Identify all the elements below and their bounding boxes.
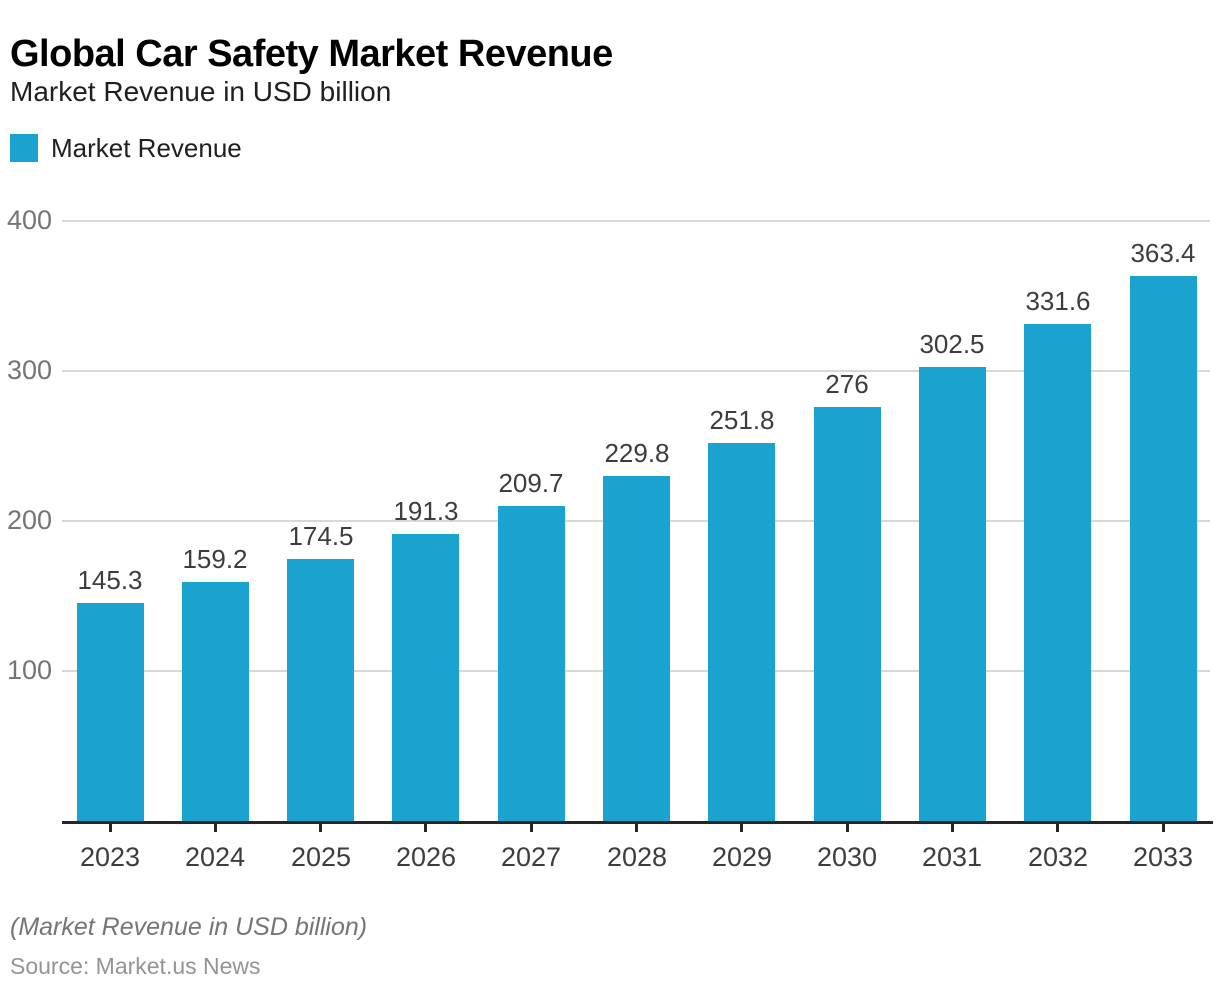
- chart-title: Global Car Safety Market Revenue: [10, 33, 613, 76]
- x-axis-tick-label: 2033: [1132, 842, 1194, 872]
- x-axis-tick-label: 2026: [395, 842, 457, 872]
- x-axis-tick: [319, 824, 322, 832]
- x-axis-tick: [109, 824, 112, 832]
- x-axis-tick: [846, 824, 849, 832]
- x-axis-tick: [635, 824, 638, 832]
- bar-2025[interactable]: [287, 559, 354, 821]
- x-axis-tick-label: 2023: [79, 842, 141, 872]
- x-axis-tick-label: 2032: [1027, 842, 1089, 872]
- bar-2026[interactable]: [392, 534, 459, 821]
- bar-value-label: 302.5: [919, 329, 985, 359]
- bar-2028[interactable]: [603, 476, 670, 821]
- x-axis-tick-label: 2024: [184, 842, 246, 872]
- x-axis-tick-label: 2031: [921, 842, 983, 872]
- bar-2027[interactable]: [498, 506, 565, 821]
- y-axis-tick-label: 300: [6, 355, 52, 385]
- bar-2032[interactable]: [1024, 324, 1091, 821]
- chart-source: Source: Market.us News: [10, 953, 261, 979]
- chart-subtitle: Market Revenue in USD billion: [10, 76, 392, 107]
- bar-2029[interactable]: [708, 443, 775, 821]
- legend-item[interactable]: Market Revenue: [10, 134, 242, 162]
- x-axis-tick: [424, 824, 427, 832]
- x-axis-tick-label: 2027: [500, 842, 562, 872]
- gridline: [62, 220, 1210, 222]
- bar-2023[interactable]: [77, 603, 144, 821]
- x-axis-tick: [740, 824, 743, 832]
- bar-value-label: 276: [825, 369, 869, 399]
- legend-swatch-icon: [10, 134, 38, 162]
- y-axis-tick-label: 400: [6, 205, 52, 235]
- bar-value-label: 331.6: [1025, 286, 1091, 316]
- bar-value-label: 251.8: [709, 405, 775, 435]
- bar-2031[interactable]: [919, 367, 986, 821]
- bar-value-label: 363.4: [1130, 238, 1196, 268]
- x-axis-tick: [1162, 824, 1165, 832]
- bar-value-label: 229.8: [604, 438, 670, 468]
- x-axis-tick: [951, 824, 954, 832]
- x-axis-tick-label: 2028: [606, 842, 668, 872]
- y-axis-tick-label: 200: [6, 505, 52, 535]
- bar-value-label: 145.3: [77, 565, 143, 595]
- x-axis-tick-label: 2029: [711, 842, 773, 872]
- x-axis-tick: [214, 824, 217, 832]
- bar-2030[interactable]: [814, 407, 881, 821]
- x-axis-tick: [530, 824, 533, 832]
- legend-label: Market Revenue: [51, 133, 242, 163]
- bar-value-label: 174.5: [288, 521, 354, 551]
- bar-value-label: 191.3: [393, 496, 459, 526]
- x-axis-tick-label: 2025: [290, 842, 352, 872]
- bar-2033[interactable]: [1130, 276, 1197, 821]
- x-axis-tick-label: 2030: [816, 842, 878, 872]
- gridline: [62, 370, 1210, 372]
- chart-footnote: (Market Revenue in USD billion): [10, 913, 368, 941]
- x-axis-tick: [1056, 824, 1059, 832]
- bar-2024[interactable]: [182, 582, 249, 821]
- bar-value-label: 209.7: [498, 468, 564, 498]
- y-axis-tick-label: 100: [6, 655, 52, 685]
- bar-value-label: 159.2: [182, 544, 248, 574]
- x-axis-line: [62, 821, 1213, 824]
